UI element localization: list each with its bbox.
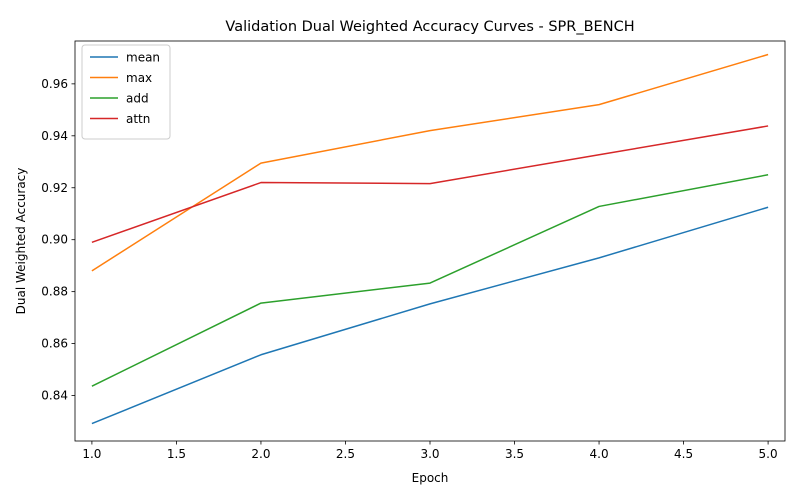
x-tick-label: 1.0 (82, 447, 101, 461)
y-tick-label: 0.94 (41, 129, 68, 143)
series-line-attn (91, 125, 769, 244)
legend-label-mean: mean (126, 51, 160, 65)
x-tick-label: 1.5 (167, 447, 186, 461)
chart-title: Validation Dual Weighted Accuracy Curves… (225, 19, 634, 35)
x-tick-label: 3.5 (505, 447, 524, 461)
legend-box (81, 44, 171, 140)
x-tick-label: 2.5 (336, 447, 355, 461)
x-axis-label: Epoch (412, 471, 449, 485)
series-line-max (91, 53, 769, 272)
legend-label-add: add (126, 92, 149, 106)
y-tick-label: 0.90 (41, 233, 68, 247)
x-tick-label: 4.5 (674, 447, 693, 461)
series-line-mean (91, 206, 769, 425)
legend-label-max: max (126, 71, 152, 85)
x-tick-label: 3.0 (420, 447, 439, 461)
y-tick-label: 0.88 (41, 285, 68, 299)
series-line-add (91, 174, 769, 387)
plot-area: 1.0 1.5 2.0 2.5 3.0 3.5 4.0 4.5 5.0 0.84 0.86 0.88 0… (41, 40, 786, 461)
x-tick-label: 5.0 (759, 447, 778, 461)
legend-label-attn: attn (126, 112, 150, 126)
y-tick-label: 0.96 (41, 77, 68, 91)
y-tick-label: 0.84 (41, 389, 68, 403)
legend: mean max add attn (81, 44, 171, 140)
x-tick-label: 4.0 (590, 447, 609, 461)
x-tick-label: 2.0 (251, 447, 270, 461)
y-tick-label: 0.86 (41, 337, 68, 351)
y-tick-label: 0.92 (41, 181, 68, 195)
y-axis-label: Dual Weighted Accuracy (14, 168, 28, 315)
